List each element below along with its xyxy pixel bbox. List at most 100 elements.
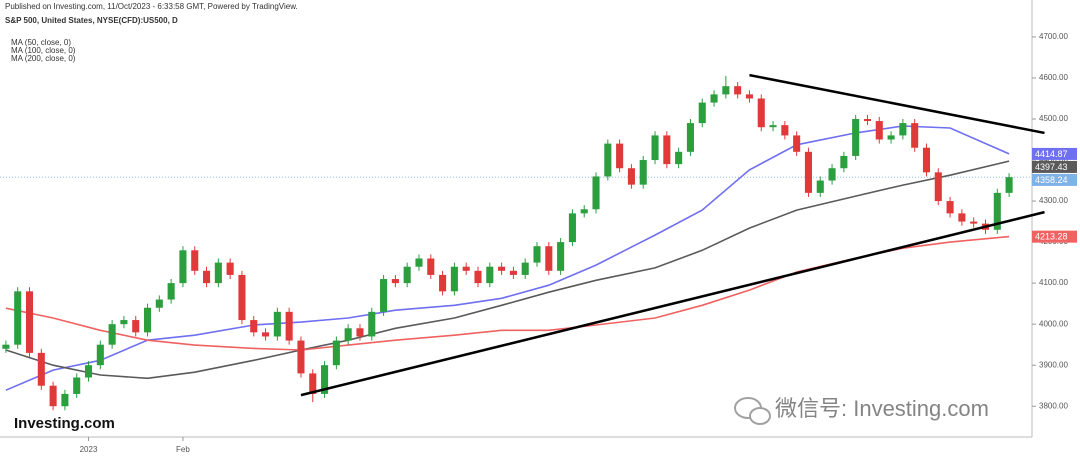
candle — [344, 324, 352, 345]
candle — [84, 361, 93, 382]
candle — [698, 98, 706, 128]
candle-body — [580, 209, 588, 214]
candle-body — [710, 94, 718, 103]
candle — [875, 116, 883, 144]
candle-body — [108, 324, 116, 345]
candle — [675, 147, 683, 169]
candle — [285, 307, 293, 345]
candle-body — [521, 262, 529, 275]
candle-body — [238, 274, 246, 321]
value-tag — [1032, 230, 1077, 243]
moving-average — [5, 160, 1010, 380]
candle-body — [332, 340, 340, 366]
candle — [49, 381, 57, 411]
candle — [238, 270, 246, 325]
candle — [143, 303, 152, 337]
candle-body — [781, 125, 789, 136]
legend-entry: MA (200, close, 0) — [11, 54, 76, 63]
candle-body — [934, 172, 942, 202]
candle — [840, 151, 848, 173]
candle — [533, 242, 541, 267]
logo: Investing.com — [14, 415, 115, 432]
candle — [486, 262, 494, 288]
candle — [545, 242, 553, 275]
candle-body — [73, 377, 81, 394]
candle-body — [946, 201, 954, 214]
candle — [321, 361, 329, 399]
candle — [852, 114, 860, 161]
candle — [37, 348, 45, 390]
candle — [722, 75, 730, 99]
candle — [474, 266, 482, 288]
candle-body — [179, 250, 187, 284]
x-tick-label: Feb — [176, 445, 190, 454]
candle-body — [675, 151, 683, 165]
candle — [25, 287, 34, 357]
candle-body — [616, 143, 624, 169]
candle-body — [344, 328, 352, 341]
candle — [604, 139, 612, 181]
candle — [557, 237, 565, 275]
candle-body — [698, 102, 706, 124]
candle-body — [262, 332, 270, 337]
candle — [273, 307, 281, 341]
candle-body — [911, 123, 919, 148]
value-tag — [1032, 160, 1077, 173]
candle — [922, 143, 931, 177]
candle — [332, 336, 340, 370]
value-tag — [1032, 147, 1077, 160]
candle — [226, 258, 234, 280]
candle — [887, 131, 895, 144]
candle-body — [875, 121, 883, 140]
candle — [297, 336, 305, 378]
trendline — [749, 73, 1045, 135]
candle — [627, 164, 635, 189]
candle — [639, 155, 647, 189]
candle-body — [486, 266, 494, 284]
candle — [745, 90, 753, 103]
candle — [816, 176, 824, 197]
candle — [592, 172, 600, 214]
candle-body — [120, 320, 128, 325]
y-tick-label: 4100.00 — [1039, 278, 1068, 287]
candle — [403, 262, 411, 288]
candle-body — [734, 86, 742, 95]
candle-body — [769, 125, 777, 128]
candle — [214, 258, 222, 288]
candle — [934, 168, 942, 206]
candle — [710, 90, 718, 107]
candle — [663, 131, 671, 169]
candle-body — [509, 270, 517, 275]
candle — [179, 246, 187, 288]
y-tick-label: 4600.00 — [1039, 73, 1068, 82]
candle-body — [427, 258, 435, 275]
candle — [368, 307, 376, 341]
candle — [380, 274, 388, 316]
candle — [793, 131, 801, 156]
candle — [262, 328, 270, 341]
candle-body — [793, 135, 801, 152]
y-tick-label: 4700.00 — [1039, 32, 1068, 41]
candle — [828, 164, 836, 185]
watermark-icon — [734, 397, 771, 425]
candle-body — [96, 344, 104, 366]
candle — [616, 139, 624, 173]
candle-body — [214, 262, 222, 284]
candle-body — [840, 155, 848, 169]
candle-body — [356, 328, 364, 337]
candle — [14, 287, 22, 349]
candle-body — [899, 123, 907, 136]
published-note: Published on Investing.com, 11/Oct/2023 … — [5, 2, 298, 11]
candle-body — [627, 168, 635, 185]
candle-body — [439, 274, 447, 292]
candle — [651, 131, 659, 165]
candle-body — [639, 160, 647, 185]
value-tag-label: 4358.24 — [1035, 175, 1068, 185]
y-tick-label: 3900.00 — [1039, 360, 1068, 369]
candle-body — [722, 86, 730, 95]
candle-body — [203, 270, 211, 284]
candle-body — [863, 118, 872, 122]
candle-body — [745, 94, 753, 99]
y-tick-label: 4300.00 — [1039, 196, 1068, 205]
candle — [108, 320, 116, 349]
